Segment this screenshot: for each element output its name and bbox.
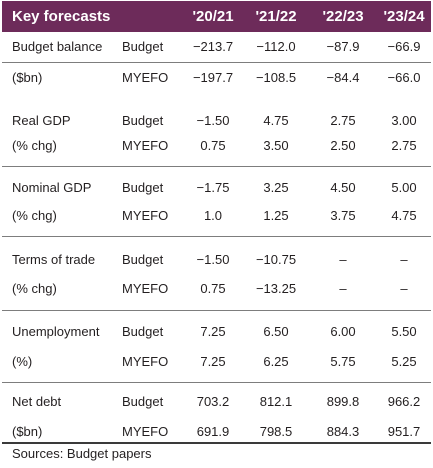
row-value: 812.1 <box>259 394 293 409</box>
row-type: MYEFO <box>122 354 169 369</box>
row-label: Budget balance <box>12 39 103 54</box>
row-value: 1.0 <box>203 208 223 223</box>
row-value: −108.5 <box>255 70 297 85</box>
year-col-3: '22/23 <box>322 8 364 25</box>
row-label: (% chg) <box>12 208 57 223</box>
row-value: 6.25 <box>263 354 289 369</box>
year-col-4: '23/24 <box>383 8 425 25</box>
row-value: – <box>339 252 347 267</box>
row-value: 0.75 <box>200 138 226 153</box>
row-label: (% chg) <box>12 138 57 153</box>
row-label: Nominal GDP <box>12 180 92 195</box>
row-value: −10.75 <box>255 252 297 267</box>
row-type: Budget <box>122 252 164 267</box>
row-value: −197.7 <box>192 70 234 85</box>
row-value: 3.25 <box>263 180 289 195</box>
row-type: Budget <box>122 39 164 54</box>
row-value: 798.5 <box>259 424 293 439</box>
row-value: 0.75 <box>200 281 226 296</box>
year-col-1: '20/21 <box>192 8 234 25</box>
row-value: 1.25 <box>263 208 289 223</box>
row-value: −1.50 <box>196 113 230 128</box>
row-label: (%) <box>12 354 33 369</box>
row-value: – <box>400 252 408 267</box>
row-value: 5.75 <box>330 354 356 369</box>
row-label: Terms of trade <box>12 252 96 267</box>
row-value: 4.75 <box>391 208 417 223</box>
row-value: 884.3 <box>326 424 360 439</box>
table-header <box>2 1 431 32</box>
table-title: Key forecasts <box>12 8 111 25</box>
row-value: −84.4 <box>326 70 360 85</box>
row-value: 691.9 <box>196 424 230 439</box>
row-label: ($bn) <box>12 70 43 85</box>
row-value: 899.8 <box>326 394 360 409</box>
row-type: MYEFO <box>122 138 169 153</box>
row-label: Net debt <box>12 394 62 409</box>
row-value: −112.0 <box>256 39 296 54</box>
row-value: 4.75 <box>263 113 289 128</box>
row-value: 951.7 <box>387 424 421 439</box>
row-value: 4.50 <box>330 180 356 195</box>
row-value: −213.7 <box>192 39 234 54</box>
row-value: 7.25 <box>200 354 226 369</box>
row-value: −13.25 <box>255 281 297 296</box>
row-value: 5.50 <box>391 324 417 339</box>
row-value: 3.75 <box>330 208 356 223</box>
row-value: 3.00 <box>391 113 417 128</box>
row-value: 2.50 <box>330 138 356 153</box>
row-value: 5.00 <box>391 180 417 195</box>
row-value: 7.25 <box>200 324 226 339</box>
row-label: (% chg) <box>12 281 57 296</box>
row-separator <box>2 236 431 237</box>
row-value: −66.9 <box>387 39 421 54</box>
row-type: MYEFO <box>122 70 169 85</box>
row-type: Budget <box>122 324 164 339</box>
row-value: 966.2 <box>387 394 421 409</box>
row-type: MYEFO <box>122 281 169 296</box>
row-label: Real GDP <box>12 113 71 128</box>
sources-footnote: Sources: Budget papers <box>12 446 152 461</box>
row-value: 5.25 <box>391 354 417 369</box>
table-bottom-rule <box>2 442 431 444</box>
row-type: MYEFO <box>122 208 169 223</box>
row-value: −1.50 <box>196 252 230 267</box>
row-type: Budget <box>122 180 164 195</box>
row-type: Budget <box>122 394 164 409</box>
row-value: −1.75 <box>196 180 230 195</box>
row-value: 3.50 <box>263 138 289 153</box>
row-type: Budget <box>122 113 164 128</box>
row-separator <box>2 310 431 311</box>
row-value: 703.2 <box>196 394 230 409</box>
row-value: – <box>400 281 408 296</box>
year-col-2: '21/22 <box>255 8 297 25</box>
row-value: 2.75 <box>391 138 417 153</box>
row-value: 6.00 <box>330 324 356 339</box>
row-label: ($bn) <box>12 424 43 439</box>
row-separator <box>2 166 431 167</box>
row-type: MYEFO <box>122 424 169 439</box>
row-separator <box>2 62 431 63</box>
row-value: 2.75 <box>330 113 356 128</box>
row-value: 6.50 <box>263 324 289 339</box>
row-label: Unemployment <box>12 324 100 339</box>
row-value: −87.9 <box>326 39 360 54</box>
row-value: −66.0 <box>387 70 421 85</box>
row-value: – <box>339 281 347 296</box>
row-separator <box>2 382 431 383</box>
